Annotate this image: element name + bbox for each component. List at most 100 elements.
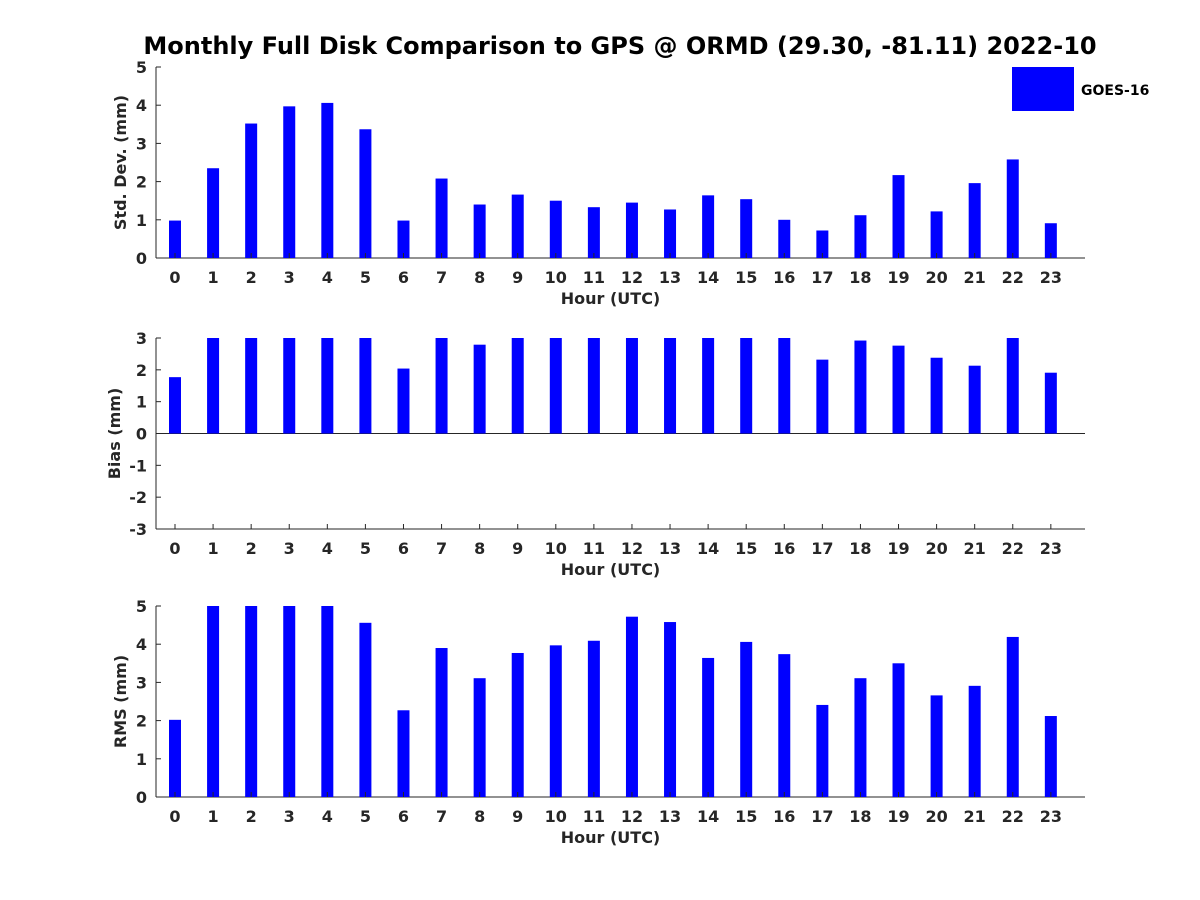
rms-x-tick-label: 22 [1002,807,1024,826]
std-dev-y-tick-label: 3 [136,134,147,153]
std-dev-bar-hour-8 [473,204,486,258]
rms-x-tick-label: 23 [1040,807,1062,826]
rms-x-tick-label: 3 [284,807,295,826]
bias-x-tick-label: 13 [659,539,681,558]
rms-y-axis-label: RMS (mm) [111,655,130,748]
std-dev-y-tick-label: 1 [136,211,147,230]
bias-bar-hour-4 [321,338,334,434]
rms-x-tick-label: 18 [849,807,871,826]
bias-x-tick-label: 23 [1040,539,1062,558]
rms-x-tick-label: 21 [964,807,986,826]
std-dev-x-tick-label: 4 [322,268,333,287]
legend-swatch [1012,67,1074,111]
bias-bar-hour-11 [587,338,600,434]
std-dev-x-tick-label: 15 [735,268,757,287]
rms-x-tick-label: 20 [925,807,947,826]
rms-x-tick-label: 19 [887,807,909,826]
std-dev-y-tick-label: 2 [136,173,147,192]
bias-bar-hour-9 [511,338,524,434]
std-dev-bar-hour-19 [892,175,905,258]
std-dev-x-tick-label: 8 [474,268,485,287]
bias-x-tick-label: 8 [474,539,485,558]
std-dev-x-tick-label: 10 [545,268,567,287]
bias-x-tick-label: 9 [512,539,523,558]
bias-x-tick-label: 3 [284,539,295,558]
rms-x-tick-label: 1 [208,807,219,826]
rms-y-tick-label: 2 [136,712,147,731]
std-dev-x-tick-label: 20 [925,268,947,287]
bias-y-tick-label: 3 [136,329,147,348]
bias-bar-hour-6 [397,368,410,434]
bias-x-tick-label: 20 [925,539,947,558]
rms-bar-hour-14 [702,657,715,797]
std-dev-x-tick-label: 12 [621,268,643,287]
bias-x-tick-label: 16 [773,539,795,558]
rms-bar-hour-2 [245,606,258,797]
rms-y-tick-label: 3 [136,673,147,692]
rms-y-tick-label: 5 [136,597,147,616]
std-dev-x-tick-label: 2 [246,268,257,287]
std-dev-bar-hour-1 [207,168,220,258]
bias-bar-hour-2 [245,338,258,434]
rms-x-tick-label: 13 [659,807,681,826]
bias-x-tick-label: 17 [811,539,833,558]
std-dev-x-tick-label: 13 [659,268,681,287]
rms-bar-hour-12 [625,616,638,797]
rms-x-tick-label: 6 [398,807,409,826]
std-dev-bar-hour-14 [702,195,715,258]
bias-y-tick-label: -3 [129,520,147,539]
rms-bar-hour-1 [207,606,220,797]
rms-x-tick-label: 16 [773,807,795,826]
std-dev-bar-hour-0 [169,220,181,258]
rms-bar-hour-9 [511,652,524,797]
legend: GOES-16 [1012,67,1149,111]
rms-x-tick-label: 7 [436,807,447,826]
rms-x-tick-label: 17 [811,807,833,826]
rms-bar-hour-18 [854,678,867,797]
std-dev-bar-hour-12 [625,202,638,258]
bias-bar-hour-13 [664,338,677,434]
std-dev-x-tick-label: 1 [208,268,219,287]
bias-x-tick-label: 19 [887,539,909,558]
std-dev-bar-hour-16 [778,219,791,258]
std-dev-bar-hour-7 [435,178,448,258]
bias-y-tick-label: 0 [136,425,147,444]
bias-bar-hour-18 [854,340,867,434]
rms-bar-hour-20 [930,695,943,797]
std-dev-bar-hour-20 [930,211,943,258]
std-dev-x-tick-label: 18 [849,268,871,287]
rms-y-tick-label: 0 [136,788,147,807]
rms-bar-hour-23 [1044,716,1057,797]
rms-x-tick-label: 5 [360,807,371,826]
std-dev-bar-hour-23 [1044,223,1057,258]
bias-x-tick-label: 0 [169,539,180,558]
std-dev-x-tick-label: 23 [1040,268,1062,287]
rms-bar-hour-10 [549,645,562,797]
bias-bar-hour-17 [816,359,829,434]
bias-x-tick-label: 14 [697,539,719,558]
rms-bar-hour-19 [892,663,905,797]
std-dev-bar-hour-15 [740,199,753,258]
std-dev-bar-hour-6 [397,220,410,258]
bias-x-tick-label: 1 [208,539,219,558]
rms-bar-hour-5 [359,622,372,797]
std-dev-x-tick-label: 0 [169,268,180,287]
rms-x-tick-label: 15 [735,807,757,826]
bias-bar-hour-16 [778,338,791,434]
bias-y-tick-label: 2 [136,361,147,380]
bias-x-tick-label: 6 [398,539,409,558]
bias-bar-hour-5 [359,338,372,434]
std-dev-x-tick-label: 19 [887,268,909,287]
std-dev-x-tick-label: 9 [512,268,523,287]
rms-bar-hour-6 [397,710,410,797]
rms-x-tick-label: 9 [512,807,523,826]
bias-bar-hour-7 [435,338,448,434]
std-dev-bar-hour-2 [245,123,258,258]
bias-y-tick-label: -1 [129,456,147,475]
rms-x-tick-label: 8 [474,807,485,826]
bias-x-tick-label: 12 [621,539,643,558]
rms-x-tick-label: 10 [545,807,567,826]
bias-x-tick-label: 21 [964,539,986,558]
